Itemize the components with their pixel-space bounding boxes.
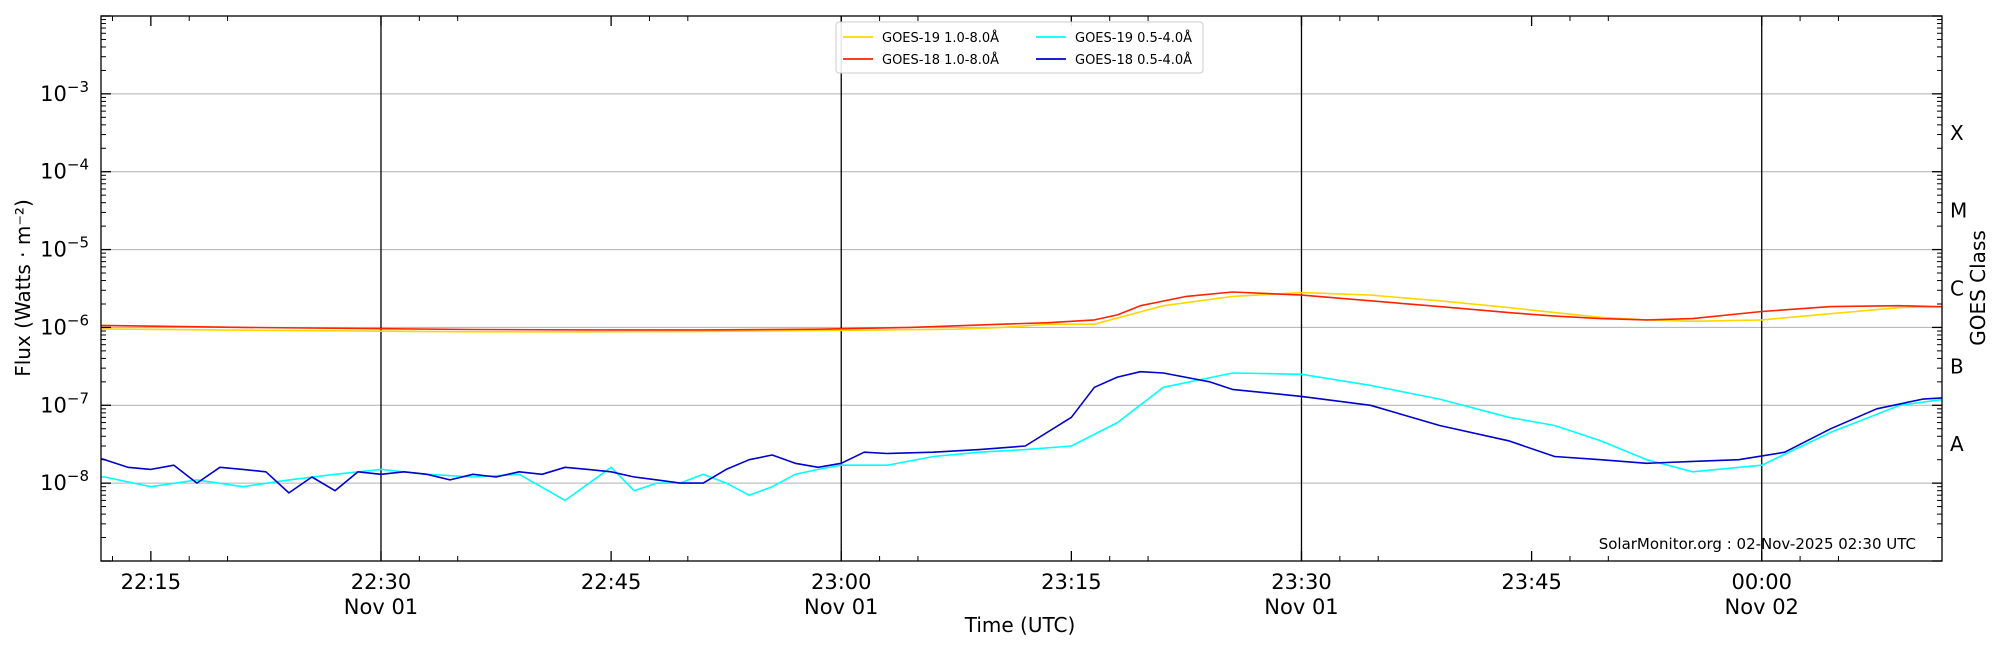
goes-class-label: B bbox=[1950, 354, 1964, 378]
y-tick-label: 10−8 bbox=[40, 467, 89, 495]
x-tick-label-time: 23:15 bbox=[1041, 570, 1102, 594]
x-tick-label-date: Nov 01 bbox=[1264, 595, 1338, 619]
y-tick-label-exponent: −8 bbox=[67, 467, 89, 485]
y-tick-label-base: 10 bbox=[40, 238, 67, 262]
y-tick-label: 10−6 bbox=[40, 311, 89, 339]
y-axis-title: Flux (Watts · m⁻²) bbox=[11, 199, 35, 377]
y-tick-label-base: 10 bbox=[40, 82, 67, 106]
y-tick-label-base: 10 bbox=[40, 315, 67, 339]
x-tick-label-time: 00:00 bbox=[1731, 570, 1792, 594]
y-tick-label-exponent: −4 bbox=[67, 156, 89, 174]
y-tick-label-base: 10 bbox=[40, 160, 67, 184]
goes-class-label: A bbox=[1950, 432, 1964, 456]
axis-ticks bbox=[101, 15, 1942, 562]
y-tick-label-base: 10 bbox=[40, 393, 67, 417]
goes-class-labels: X M C B A bbox=[1950, 121, 1967, 456]
y-tick-label-exponent: −7 bbox=[67, 389, 89, 407]
y-tick-label: 10−5 bbox=[40, 234, 89, 262]
x-axis-title: Time (UTC) bbox=[964, 613, 1076, 637]
x-tick-label-time: 23:45 bbox=[1501, 570, 1562, 594]
series-layer bbox=[101, 291, 1942, 502]
right-axis-title: GOES Class bbox=[1966, 230, 1990, 346]
grid-layer bbox=[101, 15, 1942, 562]
series-line-4 bbox=[101, 370, 1942, 494]
x-tick-label-time: 23:00 bbox=[811, 570, 872, 594]
y-tick-label: 10−7 bbox=[40, 389, 89, 417]
y-tick-label-exponent: −5 bbox=[67, 234, 89, 252]
legend: GOES-19 1.0-8.0Å GOES-18 1.0-8.0Å GOES-19 … bbox=[835, 21, 1204, 74]
time-marker-lines bbox=[380, 16, 1763, 561]
x-tick-label-date: Nov 01 bbox=[804, 595, 878, 619]
series-line-2 bbox=[101, 291, 1942, 331]
x-tick-label-date: Nov 01 bbox=[344, 595, 418, 619]
goes-class-label: X bbox=[1950, 121, 1964, 145]
x-tick-label-time: 23:30 bbox=[1271, 570, 1332, 594]
y-tick-label: 10−3 bbox=[40, 78, 89, 106]
y-tick-label-base: 10 bbox=[40, 471, 67, 495]
y-tick-labels: 10−810−710−610−510−410−3 bbox=[40, 78, 89, 495]
y-tick-label-exponent: −6 bbox=[67, 311, 89, 329]
x-tick-label-date: Nov 02 bbox=[1725, 595, 1799, 619]
goes-class-label: C bbox=[1950, 277, 1964, 301]
source-annotation: SolarMonitor.org : 02-Nov-2025 02:30 UTC bbox=[1599, 535, 1916, 553]
y-tick-label: 10−4 bbox=[40, 156, 89, 184]
y-tick-label-exponent: −3 bbox=[67, 78, 89, 96]
legend-label: GOES-19 1.0-8.0Å bbox=[882, 30, 999, 46]
goes-class-label: M bbox=[1950, 199, 1967, 223]
legend-label: GOES-19 0.5-4.0Å bbox=[1075, 30, 1192, 46]
x-tick-label-time: 22:45 bbox=[581, 570, 642, 594]
plot-frame bbox=[100, 15, 1943, 562]
legend-label: GOES-18 1.0-8.0Å bbox=[882, 52, 999, 68]
legend-box bbox=[835, 21, 1204, 74]
legend-label: GOES-18 0.5-4.0Å bbox=[1075, 52, 1192, 68]
x-tick-label-time: 22:15 bbox=[121, 570, 182, 594]
series-line-1 bbox=[101, 291, 1942, 333]
series-line-3 bbox=[101, 372, 1942, 502]
x-tick-label-time: 22:30 bbox=[351, 570, 412, 594]
